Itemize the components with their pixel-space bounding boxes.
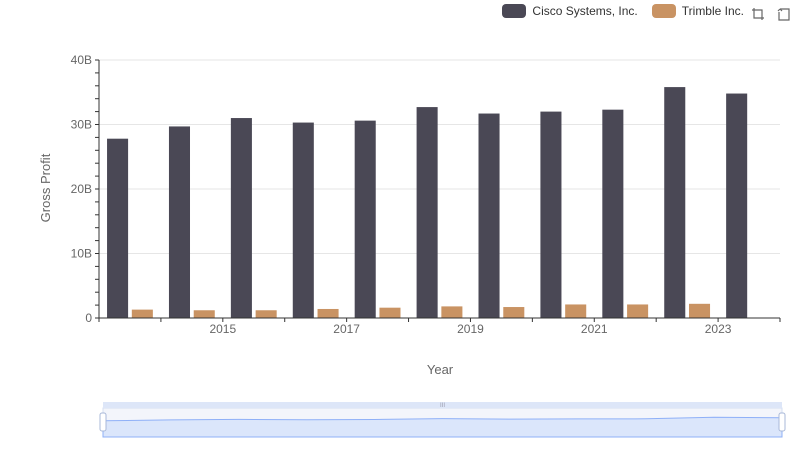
y-tick-label: 30B bbox=[71, 118, 92, 132]
legend: Cisco Systems, Inc. Trimble Inc. bbox=[502, 4, 744, 18]
bar-cisco-2020[interactable] bbox=[478, 113, 500, 318]
y-tick-label: 0 bbox=[85, 311, 92, 325]
legend-swatch-cisco bbox=[502, 4, 527, 18]
x-axis-title: Year bbox=[427, 362, 454, 377]
bar-trimble-2017[interactable] bbox=[317, 308, 339, 318]
bar-cisco-2021[interactable] bbox=[540, 111, 562, 318]
legend-label-trimble: Trimble Inc. bbox=[681, 4, 744, 18]
zoom-top-bar[interactable] bbox=[103, 402, 782, 408]
bar-cisco-2024[interactable] bbox=[726, 93, 748, 318]
bar-trimble-2015[interactable] bbox=[193, 310, 215, 318]
x-tick-label: 2017 bbox=[333, 322, 360, 336]
legend-label-cisco: Cisco Systems, Inc. bbox=[532, 4, 638, 18]
y-tick-label: 20B bbox=[71, 182, 92, 196]
bar-trimble-2016[interactable] bbox=[255, 310, 277, 318]
y-tick-label: 40B bbox=[71, 53, 92, 67]
bar-cisco-2017[interactable] bbox=[292, 122, 314, 318]
bar-trimble-2023[interactable] bbox=[688, 303, 711, 318]
y-axis: 0 10B 20B 30B 40B bbox=[71, 53, 100, 325]
y-tick-label: 10B bbox=[71, 247, 92, 261]
bar-cisco-2014[interactable] bbox=[107, 138, 129, 318]
restore-icon[interactable] bbox=[776, 6, 792, 22]
toolbar bbox=[750, 6, 792, 22]
x-tick-label: 2023 bbox=[705, 322, 732, 336]
x-axis: 2015 2017 2019 2021 2023 bbox=[98, 317, 781, 336]
bar-cisco-2022[interactable] bbox=[602, 109, 624, 318]
bar-cisco-2018[interactable] bbox=[354, 120, 376, 318]
x-tick-label: 2019 bbox=[457, 322, 484, 336]
bar-trimble-2021[interactable] bbox=[565, 304, 587, 318]
zoom-preview-area bbox=[102, 416, 783, 438]
zoom-icon[interactable] bbox=[750, 6, 766, 22]
bar-cisco-2015[interactable] bbox=[168, 126, 191, 318]
y-axis-title: Gross Profit bbox=[38, 153, 53, 222]
bar-trimble-2018[interactable] bbox=[379, 307, 401, 318]
bar-cisco-2023[interactable] bbox=[664, 87, 686, 318]
zoom-handle-left[interactable] bbox=[99, 412, 107, 432]
bar-cisco-2019[interactable] bbox=[416, 107, 438, 319]
bar-cisco-2016[interactable] bbox=[230, 118, 252, 318]
bar-trimble-2022[interactable] bbox=[627, 304, 649, 318]
legend-item-cisco[interactable]: Cisco Systems, Inc. bbox=[502, 4, 638, 18]
bar-trimble-2020[interactable] bbox=[503, 307, 525, 318]
zoom-slider[interactable]: III bbox=[99, 402, 786, 438]
legend-item-trimble[interactable]: Trimble Inc. bbox=[651, 4, 744, 18]
legend-swatch-trimble bbox=[651, 4, 676, 18]
zoom-handle-right[interactable] bbox=[778, 412, 786, 432]
bar-trimble-2014[interactable] bbox=[131, 309, 153, 318]
bar-trimble-2019[interactable] bbox=[441, 306, 463, 318]
x-tick-label: 2021 bbox=[581, 322, 608, 336]
zoom-drag-handle[interactable]: III bbox=[440, 403, 445, 409]
x-tick-label: 2015 bbox=[209, 322, 236, 336]
bars bbox=[107, 87, 748, 319]
